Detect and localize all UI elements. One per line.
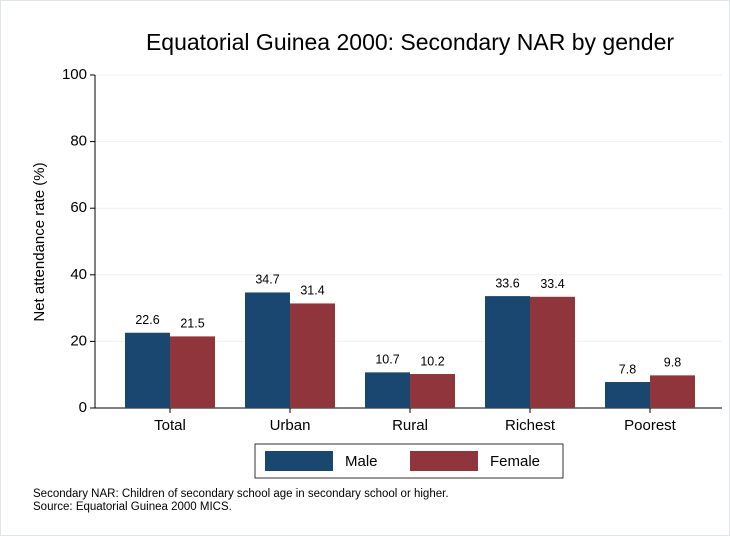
bar [245, 292, 290, 408]
chart-title: Equatorial Guinea 2000: Secondary NAR by… [146, 29, 674, 55]
x-tick-label: Rural [392, 417, 428, 434]
bar [365, 372, 410, 408]
bar [410, 374, 455, 408]
x-tick-label: Poorest [624, 417, 677, 434]
data-label: 33.4 [540, 277, 564, 291]
bar [605, 382, 650, 408]
legend-swatch [410, 451, 478, 471]
x-tick-label: Total [154, 417, 186, 434]
y-tick-label: 60 [70, 199, 87, 216]
y-tick-label: 40 [70, 266, 87, 283]
bar [530, 296, 575, 408]
y-tick-label: 100 [62, 66, 87, 83]
data-label: 10.7 [375, 353, 399, 367]
y-tick-label: 20 [70, 332, 87, 349]
data-label: 22.6 [135, 313, 159, 327]
bar [170, 336, 215, 408]
legend-label: Male [345, 453, 378, 470]
data-label: 31.4 [300, 284, 324, 298]
x-tick-label: Urban [270, 417, 311, 434]
bar [485, 296, 530, 408]
data-label: 33.6 [495, 276, 519, 290]
legend-swatch [265, 451, 333, 471]
data-label: 9.8 [664, 356, 681, 370]
legend-label: Female [490, 453, 540, 470]
bar [290, 303, 335, 408]
data-label: 10.2 [420, 354, 444, 368]
y-tick-label: 0 [79, 399, 87, 416]
note: Secondary NAR: Children of secondary sch… [33, 488, 449, 500]
data-label: 21.5 [180, 317, 204, 331]
data-label: 7.8 [619, 362, 636, 376]
bar [650, 375, 695, 408]
note: Source: Equatorial Guinea 2000 MICS. [33, 501, 232, 513]
data-label: 34.7 [255, 273, 279, 287]
y-tick-label: 80 [70, 133, 87, 150]
x-tick-label: Richest [505, 417, 556, 434]
y-axis-label: Net attendance rate (%) [31, 162, 48, 321]
bar [125, 332, 170, 408]
